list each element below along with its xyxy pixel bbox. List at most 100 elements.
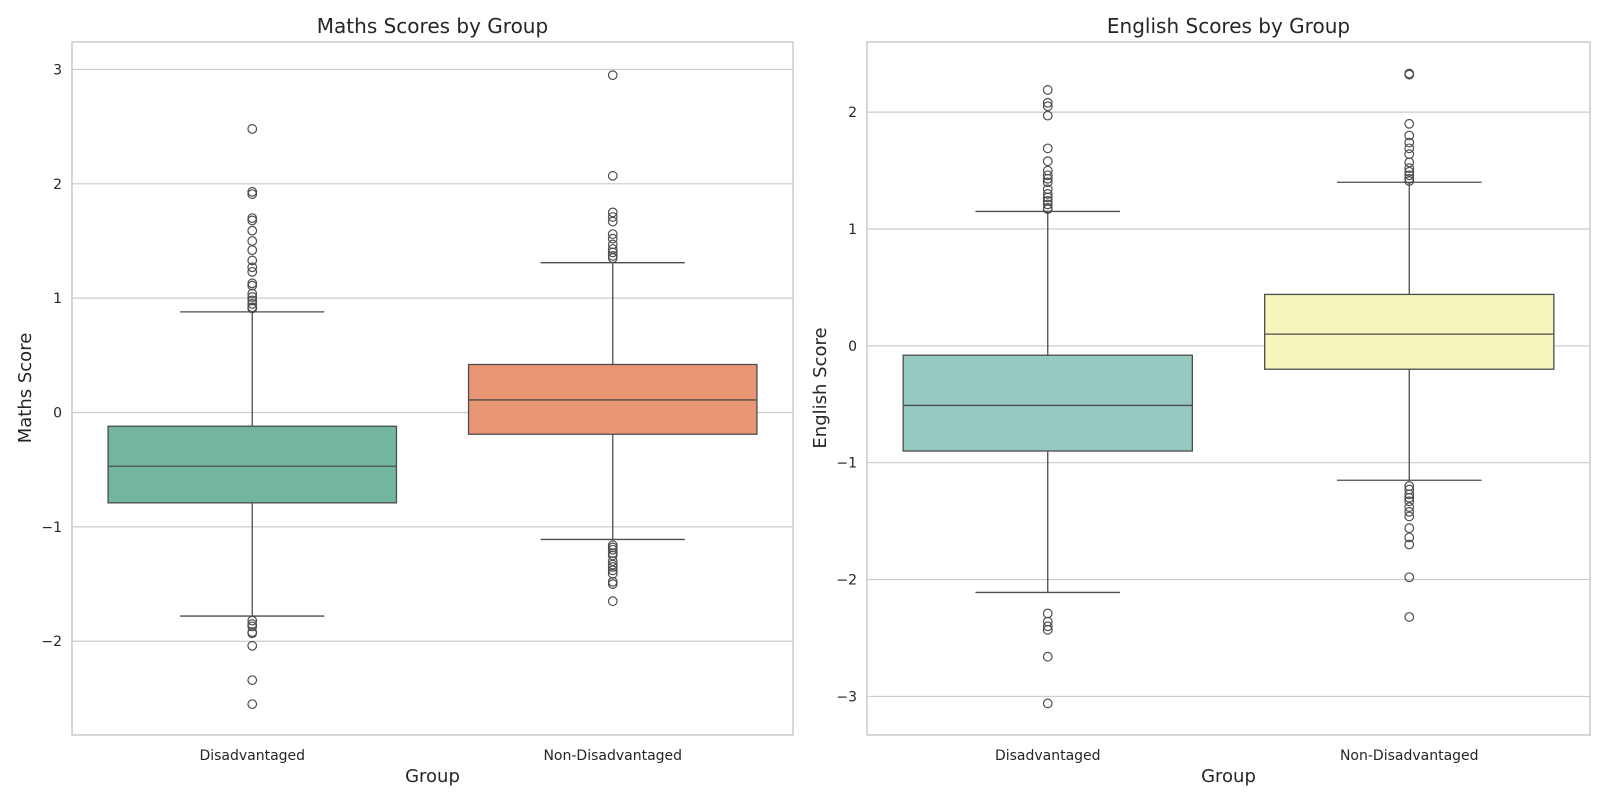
- english-x-tick-label: Non-Disadvantaged: [1340, 748, 1479, 764]
- outlier-point: [1042, 204, 1053, 215]
- maths-y-axis-label: Maths Score: [15, 333, 36, 444]
- outlier-point: [607, 561, 618, 572]
- outlier-point: [247, 236, 258, 246]
- outlier-point: [247, 215, 258, 226]
- outlier-point: [247, 621, 258, 632]
- outlier-point: [1404, 143, 1415, 154]
- maths-y-tick-label: 0: [53, 406, 62, 422]
- outlier-point: [1404, 118, 1415, 129]
- english-y-tick-label: 2: [848, 105, 857, 121]
- outlier-point: [607, 70, 618, 81]
- outlier-point: [247, 255, 258, 266]
- outlier-point: [247, 615, 258, 626]
- outlier-point: [607, 565, 618, 576]
- outlier-point: [247, 245, 258, 256]
- outlier-point: [1404, 166, 1415, 177]
- maths-y-tick-label: 2: [53, 177, 62, 193]
- outlier-point: [1404, 137, 1415, 148]
- outlier-point: [1042, 189, 1053, 199]
- outlier-point: [247, 303, 258, 314]
- outlier-point: [1404, 176, 1415, 186]
- iqr-box: [1264, 293, 1555, 370]
- maths-y-tick-label: 1: [53, 291, 62, 307]
- outlier-point: [1042, 173, 1053, 184]
- outlier-point: [1042, 143, 1053, 154]
- outlier-point: [247, 124, 258, 134]
- iqr-box: [107, 425, 398, 504]
- outlier-point: [247, 189, 258, 199]
- english-x-tick-label: Disadvantaged: [995, 748, 1101, 764]
- outlier-point: [607, 247, 618, 258]
- english-y-tick-label: 0: [848, 339, 857, 355]
- outlier-point: [1042, 170, 1053, 181]
- maths-y-tick-label: −2: [41, 634, 62, 650]
- maths-x-tick-label: Disadvantaged: [199, 748, 305, 764]
- outlier-point: [1042, 192, 1053, 203]
- outlier-point: [1042, 621, 1053, 632]
- english-y-tick-label: −3: [836, 689, 857, 705]
- maths-plot-frame: [71, 41, 794, 736]
- outlier-point: [607, 212, 618, 222]
- outlier-point: [1404, 532, 1415, 543]
- english-y-tick-label: −1: [836, 456, 857, 472]
- maths-box-non-disadvantaged: [467, 70, 758, 607]
- outlier-point: [1042, 651, 1053, 662]
- english-y-tick-label: −2: [836, 573, 857, 589]
- outlier-point: [1404, 496, 1415, 507]
- outlier-point: [247, 298, 258, 309]
- maths-x-axis-label: Group: [405, 766, 460, 787]
- outlier-point: [1042, 110, 1053, 121]
- outlier-point: [1404, 130, 1415, 141]
- english-box-disadvantaged: [902, 85, 1194, 709]
- maths-y-tick-label: −1: [41, 520, 62, 536]
- maths-box-disadvantaged: [107, 124, 398, 710]
- outlier-point: [607, 253, 618, 264]
- outlier-point: [247, 699, 258, 710]
- outlier-point: [607, 229, 618, 240]
- outlier-point: [247, 628, 258, 639]
- outlier-point: [1042, 624, 1053, 635]
- outlier-point: [1404, 489, 1415, 500]
- outlier-point: [1404, 539, 1415, 550]
- outlier-point: [1042, 608, 1053, 619]
- outlier-point: [247, 262, 258, 273]
- maths-chart-panel: −2 −1 0 1 2 3 Disadvantaged Non-Disadvantaged M…: [15, 14, 794, 787]
- outlier-point: [1042, 199, 1053, 210]
- maths-y-tick-label: 3: [53, 62, 62, 78]
- english-y-axis-label: English Score: [810, 327, 831, 448]
- outlier-point: [1042, 101, 1053, 112]
- outlier-point: [1042, 85, 1053, 95]
- english-x-axis-label: Group: [1201, 766, 1256, 787]
- outlier-point: [1404, 69, 1415, 80]
- outlier-point: [1404, 163, 1415, 174]
- english-plot-frame: [866, 41, 1591, 736]
- outlier-point: [607, 579, 618, 589]
- outlier-point: [607, 216, 618, 227]
- outlier-point: [1404, 157, 1415, 168]
- outlier-point: [247, 266, 258, 277]
- outlier-point: [1042, 156, 1053, 167]
- maths-x-tick-label: Non-Disadvantaged: [543, 748, 682, 764]
- outlier-point: [247, 640, 258, 651]
- outlier-point: [607, 233, 618, 244]
- outlier-point: [1042, 97, 1053, 108]
- outlier-point: [1404, 492, 1415, 503]
- outlier-point: [247, 675, 258, 686]
- outlier-point: [1042, 698, 1053, 709]
- iqr-box: [902, 354, 1194, 452]
- english-box-non-disadvantaged: [1264, 68, 1555, 622]
- outlier-point: [1404, 149, 1415, 160]
- outlier-point: [1042, 177, 1053, 188]
- outlier-point: [247, 288, 258, 299]
- outlier-point: [607, 596, 618, 607]
- maths-chart-title: Maths Scores by Group: [317, 14, 548, 38]
- outlier-point: [607, 170, 618, 181]
- outlier-point: [1404, 572, 1415, 583]
- outlier-point: [247, 292, 258, 302]
- outlier-point: [1404, 523, 1415, 534]
- outlier-point: [1404, 170, 1415, 181]
- outlier-point: [247, 225, 258, 236]
- outlier-point: [1404, 612, 1415, 622]
